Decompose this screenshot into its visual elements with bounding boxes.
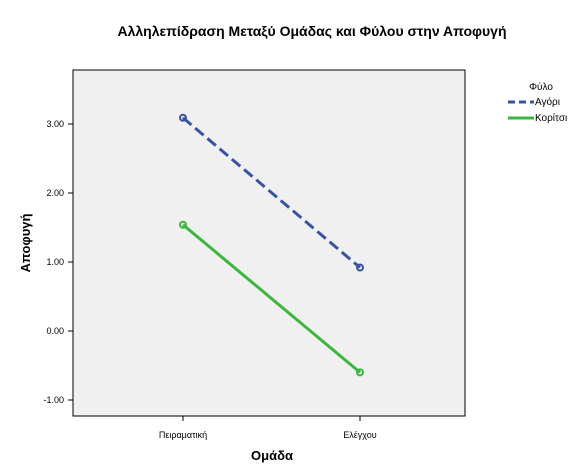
chart-title: Αλληλεπίδραση Μεταξύ Ομάδας και Φύλου στ…: [117, 23, 506, 39]
y-axis-label: Αποφυγή: [18, 213, 33, 272]
legend-label: Αγόρι: [535, 96, 560, 108]
y-axis: 3.00 2.00 1.00 0.00 -1.00: [43, 119, 73, 405]
y-tick-label: 3.00: [46, 119, 64, 129]
legend: Φύλο Αγόρι Κορίτσι: [508, 81, 567, 124]
data-point: [179, 220, 187, 229]
y-tick-label: -1.00: [43, 395, 64, 405]
x-tick-label: Πειραματική: [159, 430, 207, 440]
x-axis-label: Ομάδα: [251, 448, 293, 463]
data-point: [179, 113, 187, 122]
legend-label: Κορίτσι: [535, 112, 567, 124]
plot-area: [72, 69, 466, 417]
x-axis: Πειραματική Ελέγχου: [159, 416, 377, 440]
series-layer: [179, 113, 364, 377]
y-tick-label: 2.00: [46, 188, 64, 198]
y-tick-label: 0.00: [46, 326, 64, 336]
x-tick-label: Ελέγχου: [343, 430, 377, 440]
series-line-0: [182, 116, 361, 269]
legend-title: Φύλο: [529, 81, 553, 93]
data-point: [356, 368, 364, 377]
series-line-1: [182, 223, 361, 374]
data-point: [356, 263, 364, 272]
y-tick-label: 1.00: [46, 257, 64, 267]
